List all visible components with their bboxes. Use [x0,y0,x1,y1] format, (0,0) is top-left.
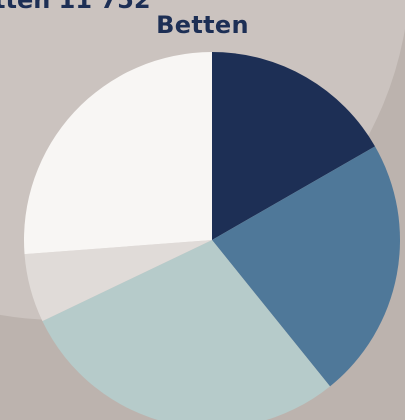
pie-slices [23,51,401,420]
chart-title: Betten [156,11,249,39]
pie-slice-4 [24,240,213,322]
pie-slice-5 [23,51,212,255]
pie-slice-1 [212,52,376,240]
pie-slice-2 [212,146,401,387]
cut-off-total-label: tten 11 752 [0,0,151,14]
pie-slice-3 [42,240,331,420]
